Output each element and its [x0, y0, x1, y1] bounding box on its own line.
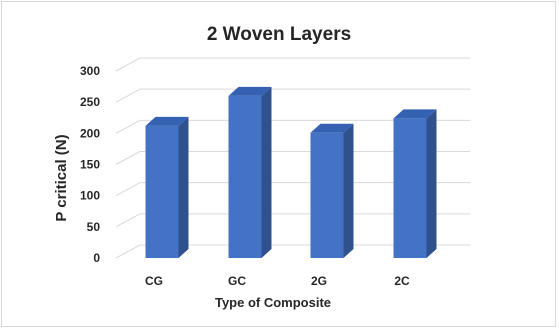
y-tick-label: 250	[80, 95, 100, 109]
x-tick-label: 2C	[394, 274, 410, 288]
gridline-side	[115, 88, 141, 103]
bar-top	[393, 109, 437, 119]
y-tick-label: 100	[80, 189, 100, 203]
chart-title: 2 Woven Layers	[207, 24, 351, 45]
bar	[228, 86, 272, 258]
x-axis-ticks: CG GC 2G 2C	[145, 274, 410, 288]
bar-side	[426, 109, 437, 258]
gridline-side	[115, 213, 141, 228]
x-axis-title: Type of Composite	[215, 295, 331, 310]
y-tick-label: 150	[80, 158, 100, 172]
bar	[310, 123, 354, 259]
bar-front	[310, 132, 344, 258]
bars	[145, 86, 437, 259]
bar-front	[145, 125, 179, 258]
bar-side	[343, 123, 354, 259]
bar	[393, 109, 437, 258]
bar-top	[145, 116, 189, 126]
bar-front	[393, 118, 427, 258]
x-tick-label: 2G	[311, 274, 327, 288]
y-tick-label: 300	[80, 64, 100, 78]
bar	[145, 116, 189, 258]
x-tick-label: GC	[228, 274, 246, 288]
y-axis-title: P critical (N)	[53, 134, 70, 221]
gridline-side	[115, 182, 141, 197]
y-tick-label: 200	[80, 126, 100, 140]
bar-top	[310, 123, 354, 133]
bar-side	[178, 116, 189, 258]
y-tick-label: 0	[93, 251, 100, 265]
gridline-side	[115, 57, 141, 72]
gridline-side	[115, 244, 141, 259]
gridline-side	[115, 119, 141, 134]
bar-side	[261, 86, 272, 258]
x-tick-label: CG	[145, 274, 163, 288]
bar-top	[228, 86, 272, 96]
bar-front	[228, 95, 262, 258]
gridline-side	[115, 151, 141, 165]
y-tick-label: 50	[87, 220, 101, 234]
y-axis-ticks: 0 50 100 150 200 250 300	[80, 64, 100, 265]
